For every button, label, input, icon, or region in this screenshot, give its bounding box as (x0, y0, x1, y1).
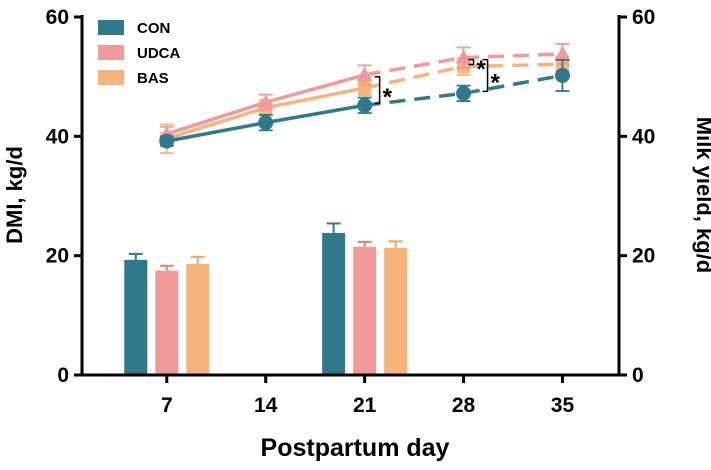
bar-bas-day7 (186, 264, 210, 375)
bar-series-layer (124, 222, 408, 375)
bar-udca-day21 (353, 246, 377, 375)
left-y-tick-label-0: 0 (57, 364, 69, 387)
bar-bas-day21 (384, 247, 408, 375)
x-axis-title: Postpartum day (261, 434, 450, 462)
point-con-day7 (159, 133, 175, 149)
left-y-tick-label-20: 20 (46, 245, 69, 268)
x-tick-label-14: 14 (254, 394, 278, 417)
legend-label-bas: BAS (137, 70, 169, 87)
legend-swatch-udca (98, 45, 124, 60)
point-con-day21 (357, 97, 373, 113)
significance-bracket-3 (482, 58, 489, 93)
point-con-day28 (456, 85, 472, 101)
line-series-layer (158, 42, 571, 154)
point-udca-day21 (356, 66, 373, 81)
legend-label-udca: UDCA (137, 45, 180, 62)
x-tick-label-28: 28 (452, 394, 476, 417)
significance-bracket-2 (468, 58, 475, 66)
point-con-day35 (554, 67, 570, 83)
point-udca-day14 (257, 94, 274, 109)
x-tick-label-21: 21 (353, 394, 377, 417)
left-y-axis-title: DMI, kg/d (2, 146, 27, 244)
right-y-tick-label-40: 40 (632, 125, 655, 148)
right-y-tick-label-60: 60 (632, 6, 655, 29)
x-tick-label-7: 7 (161, 394, 173, 417)
bar-con-day7 (124, 259, 148, 375)
axes: 0 20 40 60 0 20 40 60 7 14 21 28 35 (46, 6, 656, 417)
significance-annotations: ** * (374, 56, 501, 111)
right-y-tick-label-0: 0 (632, 364, 644, 387)
legend: CON UDCA BAS (98, 20, 180, 87)
significance-label-3: * (491, 69, 501, 96)
right-y-axis-title: Milk yield, kg/d (692, 117, 711, 273)
left-y-tick-label-60: 60 (46, 6, 69, 29)
right-y-tick-label-20: 20 (632, 245, 655, 268)
point-udca-day35 (554, 45, 571, 60)
point-con-day14 (258, 115, 274, 131)
legend-swatch-bas (98, 70, 124, 85)
point-udca-day28 (455, 49, 472, 64)
significance-label-1: * (383, 84, 393, 111)
legend-label-con: CON (137, 20, 170, 37)
legend-swatch-con (98, 20, 124, 35)
bar-con-day21 (322, 232, 346, 375)
significance-label-2: * (477, 56, 487, 83)
significance-bracket-1 (374, 76, 381, 105)
left-y-tick-label-40: 40 (46, 125, 69, 148)
bar-udca-day7 (155, 270, 179, 375)
x-tick-label-35: 35 (551, 394, 575, 417)
line-con-dashed (364, 73, 563, 108)
